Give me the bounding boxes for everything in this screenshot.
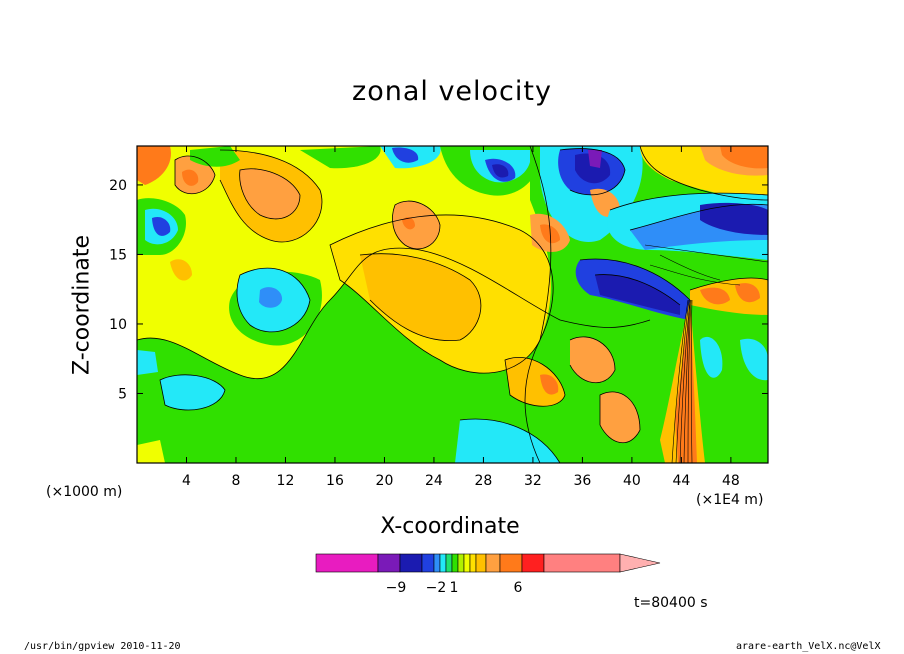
x-unit-right: (×1E4 m) — [696, 492, 764, 508]
colorbar-swatch — [485, 553, 501, 573]
colorbar-swatch — [377, 553, 401, 573]
x-tick-label: 24 — [425, 473, 443, 489]
footer-right: arare-earth_VelX.nc@VelX — [736, 641, 881, 652]
contour-field — [137, 146, 768, 463]
colorbar-swatch — [433, 553, 441, 573]
colorbar-label: 1 — [450, 580, 459, 596]
colorbar-swatch — [499, 553, 523, 573]
y-tick-label: 20 — [109, 178, 127, 194]
colorbar-swatch — [475, 553, 487, 573]
colorbar-label: 6 — [514, 580, 523, 596]
x-tick-label: 28 — [475, 473, 493, 489]
colorbar-swatch — [451, 553, 459, 573]
colorbar — [315, 553, 661, 573]
x-tick-label: 44 — [672, 473, 690, 489]
time-label: t=80400 s — [634, 595, 708, 611]
y-tick-label: 5 — [118, 386, 127, 402]
colorbar-swatch — [439, 553, 447, 573]
colorbar-swatch — [445, 553, 453, 573]
x-tick-label: 4 — [182, 473, 191, 489]
colorbar-arrow — [619, 553, 661, 573]
x-tick-label: 32 — [524, 473, 542, 489]
chart-title: zonal velocity — [352, 76, 552, 107]
colorbar-label: −2 — [426, 580, 447, 596]
x-unit-left: (×1000 m) — [46, 484, 123, 500]
colorbar-labels: −9 −2 1 6 — [386, 580, 523, 596]
colorbar-label: −9 — [386, 580, 407, 596]
colorbar-swatch — [521, 553, 545, 573]
colorbar-swatch — [543, 553, 621, 573]
colorbar-swatch — [463, 553, 471, 573]
x-tick-label: 48 — [722, 473, 740, 489]
x-tick-label: 36 — [573, 473, 591, 489]
x-tick-label: 20 — [376, 473, 394, 489]
y-tick-label: 15 — [109, 247, 127, 263]
colorbar-swatch — [469, 553, 477, 573]
axis-ticks — [137, 146, 768, 463]
x-tick-label: 16 — [326, 473, 344, 489]
colorbar-swatch — [315, 553, 379, 573]
y-tick-label: 10 — [109, 317, 127, 333]
x-tick-label: 12 — [277, 473, 295, 489]
footer-left: /usr/bin/gpview 2010-11-20 — [24, 641, 181, 652]
x-axis-label: X-coordinate — [380, 514, 520, 539]
y-axis-label: Z-coordinate — [69, 235, 95, 375]
colorbar-swatch — [421, 553, 435, 573]
x-tick-label: 40 — [623, 473, 641, 489]
colorbar-swatch — [457, 553, 465, 573]
x-tick-label: 8 — [232, 473, 241, 489]
colorbar-swatch — [399, 553, 423, 573]
plot-frame — [136, 145, 769, 464]
